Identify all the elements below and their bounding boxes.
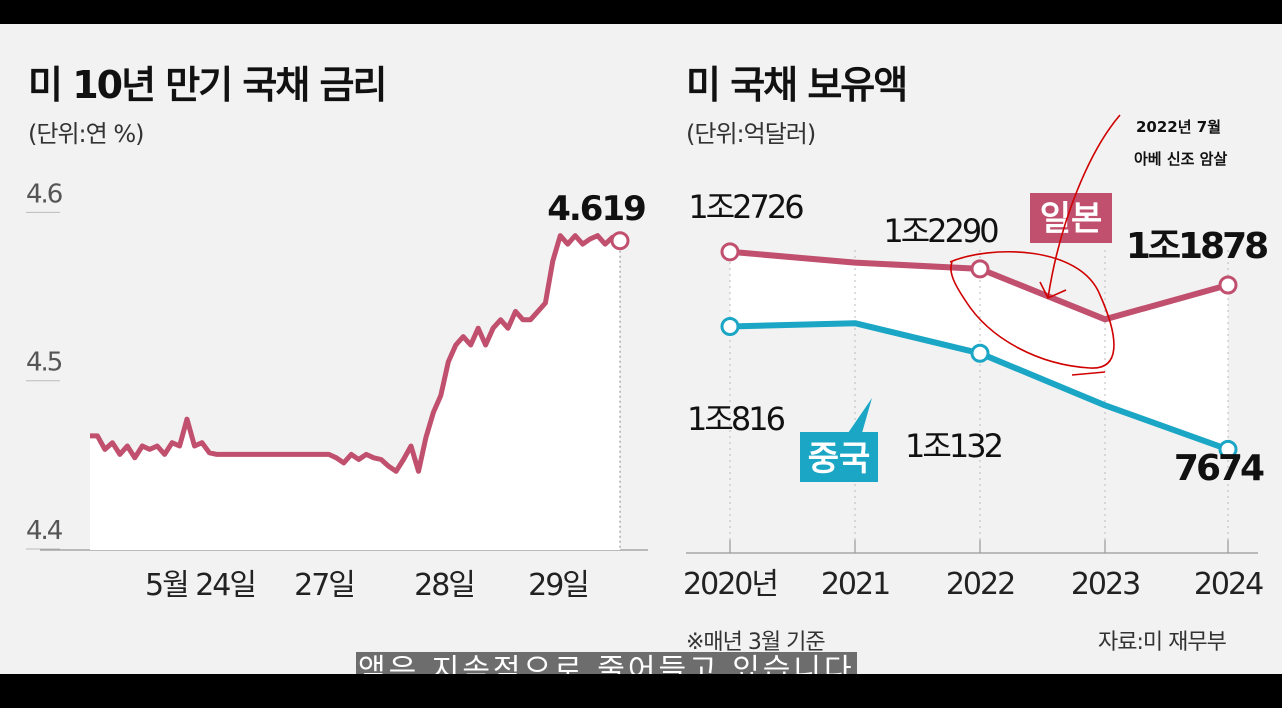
end-point-marker (610, 231, 630, 251)
left-chart-unit: (단위:연 %) (28, 120, 144, 148)
x-tick-label: 27일 (294, 568, 354, 603)
annotation-line-2: 아베 신조 암살 (1134, 150, 1228, 168)
x-tick-label: 2020년 (683, 567, 777, 602)
data-label: 1조132 (905, 427, 1002, 465)
x-tick-label: 28일 (414, 568, 474, 603)
china-point-marker (1218, 439, 1238, 459)
left-chart-title: 미 10년 만기 국채 금리 (28, 63, 387, 107)
annotation-arrow-head (1039, 281, 1067, 300)
annotation-tail (1071, 371, 1106, 376)
x-tick-label: 2022 (946, 567, 1014, 602)
japan-badge (1030, 193, 1112, 243)
china-badge-label: 중국 (808, 439, 871, 479)
end-value-label: 4.619 (547, 189, 645, 229)
x-tick-label: 2023 (1071, 567, 1139, 602)
annotation-arrow-stroke (1047, 114, 1121, 299)
data-label: 1조2726 (688, 188, 803, 226)
annotation-line-1: 2022년 7월 (1136, 118, 1222, 136)
x-tick-label: 29일 (528, 568, 588, 603)
source-note: 자료:미 재무부 (1098, 630, 1227, 655)
footnote: ※매년 3월 기준 (686, 630, 826, 655)
x-tick-label: 2024 (1194, 567, 1263, 602)
china-point-marker (970, 343, 990, 363)
x-tick-label: 2021 (821, 567, 889, 602)
yield-line (90, 233, 622, 474)
x-tick-label: 5월 24일 (145, 568, 255, 603)
china-badge-pointer (848, 398, 872, 433)
y-tick-label: 4.4 (26, 516, 63, 546)
data-label: 1조2290 (883, 212, 998, 250)
china-badge (800, 432, 878, 482)
japan-point-marker (720, 242, 740, 262)
data-label: 1조816 (687, 400, 785, 438)
right-chart-unit: (단위:억달러) (686, 120, 816, 148)
yield-area (90, 235, 620, 550)
japan-point-marker (970, 259, 990, 279)
right-chart-title: 미 국채 보유액 (686, 63, 908, 107)
japan-point-marker (1218, 275, 1238, 295)
video-bottom-bar (0, 674, 1282, 708)
data-label: 1조1878 (1126, 226, 1267, 267)
annotation-circle (949, 250, 1115, 369)
y-tick-label: 4.5 (26, 348, 62, 378)
y-tick-label: 4.6 (26, 179, 62, 209)
data-label: 7674 (1174, 448, 1264, 489)
china-point-marker (720, 317, 740, 337)
